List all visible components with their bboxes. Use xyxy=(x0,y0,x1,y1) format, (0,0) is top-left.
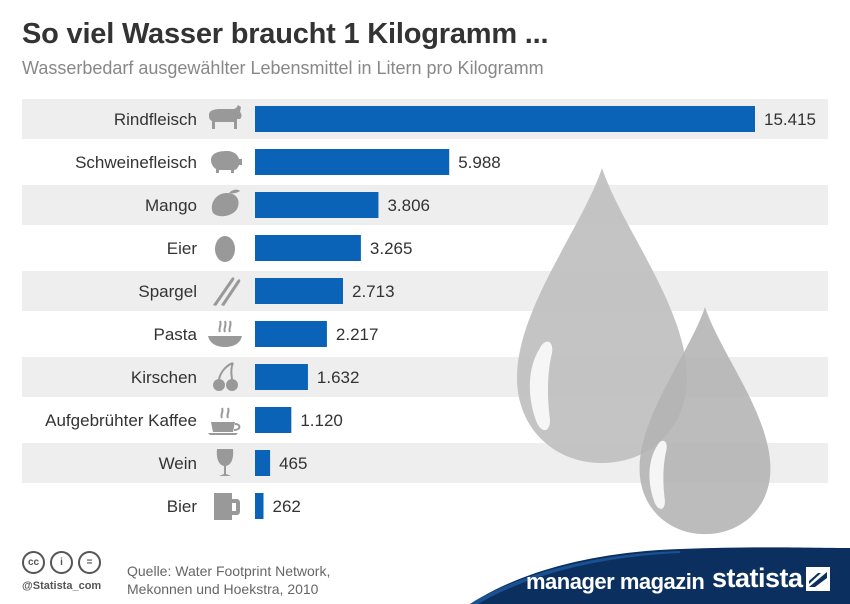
value-labels: 15.415 5.988 3.806 3.265 2.713 2.217 1.632 1.12… xyxy=(272,110,816,516)
bar xyxy=(255,278,343,304)
water-drop-large-icon xyxy=(517,168,687,463)
category-label: Aufgebrühter Kaffee xyxy=(45,411,197,430)
source-note: Quelle: Water Footprint Network, Mekonne… xyxy=(127,562,330,598)
nd-icon: = xyxy=(78,551,101,574)
pig-icon xyxy=(211,151,242,173)
statista-logo[interactable]: statista xyxy=(712,563,803,593)
category-label: Wein xyxy=(159,454,197,473)
source-line-2: Mekonnen und Hoekstra, 2010 xyxy=(127,581,319,597)
value-label: 3.265 xyxy=(370,239,413,258)
cc-icon: cc xyxy=(22,551,45,574)
asparagus-icon xyxy=(213,277,241,306)
bars xyxy=(255,106,755,519)
bar xyxy=(255,364,308,390)
bar xyxy=(255,106,755,132)
value-label: 3.806 xyxy=(387,196,430,215)
bar xyxy=(255,407,292,433)
value-label: 262 xyxy=(272,497,300,516)
category-label: Bier xyxy=(167,497,198,516)
license-icons: cc i = xyxy=(22,551,101,574)
bar xyxy=(255,450,271,476)
category-label: Spargel xyxy=(138,282,197,301)
row-stripe xyxy=(22,271,828,311)
category-label: Schweinefleisch xyxy=(75,153,197,172)
mango-icon xyxy=(211,189,240,217)
statista-mark-icon xyxy=(806,567,830,591)
category-label: Rindfleisch xyxy=(114,110,197,129)
water-drop-small-icon xyxy=(639,307,771,535)
egg-icon xyxy=(215,236,235,262)
value-label: 5.988 xyxy=(458,153,501,172)
source-line-1: Quelle: Water Footprint Network, xyxy=(127,563,331,579)
chart-subtitle: Wasserbedarf ausgewählter Lebensmittel i… xyxy=(22,58,544,78)
bar xyxy=(255,235,361,261)
category-label: Kirschen xyxy=(131,368,197,387)
bar xyxy=(255,192,379,218)
row-stripe xyxy=(22,185,828,225)
bar xyxy=(255,493,264,519)
by-icon: i xyxy=(50,551,73,574)
value-label: 2.217 xyxy=(336,325,379,344)
value-label: 465 xyxy=(279,454,307,473)
coffee-cup-icon xyxy=(208,407,241,435)
category-label: Mango xyxy=(145,196,197,215)
bar xyxy=(255,321,327,347)
category-label: Pasta xyxy=(154,325,198,344)
chart-title: So viel Wasser braucht 1 Kilogramm ... xyxy=(22,18,549,50)
category-icons xyxy=(208,105,242,520)
category-labels: Rindfleisch Schweinefleisch Mango Eier Sparg… xyxy=(45,110,197,516)
wine-glass-icon xyxy=(216,449,234,476)
bar xyxy=(255,149,450,175)
value-label: 1.120 xyxy=(300,411,343,430)
manager-magazin-logo[interactable]: manager magazin xyxy=(526,569,705,594)
cherries-icon xyxy=(213,362,238,391)
cow-icon xyxy=(209,105,242,129)
pasta-icon xyxy=(208,320,242,347)
beer-mug-icon xyxy=(214,493,240,520)
water-drops-decoration xyxy=(517,168,771,535)
category-label: Eier xyxy=(167,239,198,258)
value-label: 15.415 xyxy=(764,110,816,129)
value-label: 2.713 xyxy=(352,282,395,301)
value-label: 1.632 xyxy=(317,368,360,387)
statista-credit: @Statista_com xyxy=(22,580,102,592)
